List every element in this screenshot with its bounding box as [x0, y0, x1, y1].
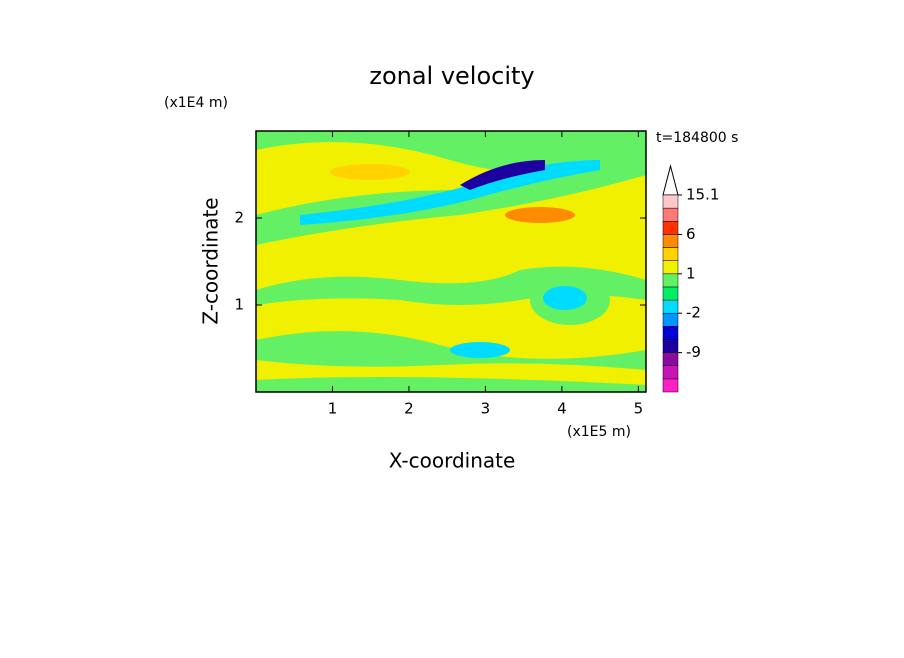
colorbar-band [662, 273, 679, 288]
contour-region [256, 131, 646, 173]
contour-region [256, 376, 646, 392]
plot-frame [255, 130, 647, 393]
colorbar-tick-label: -2 [686, 304, 701, 322]
colorbar-band [662, 260, 679, 275]
colorbar-tick-label: 1 [686, 264, 696, 282]
colorbar-band [662, 378, 679, 393]
y-tick-label: 2 [234, 209, 244, 227]
colorbar-tick-label: 6 [686, 225, 696, 243]
colorbar-band [662, 365, 679, 380]
colorbar-band [662, 286, 679, 301]
x-unit: (x1E5 m) [567, 424, 631, 440]
colorbar-band [662, 221, 679, 235]
colorbar-tick-label: 15.1 [686, 186, 719, 204]
y-tick-label: 1 [234, 296, 244, 314]
y-unit: (x1E4 m) [164, 95, 228, 111]
colorbar-band [662, 339, 679, 353]
x-tick-label: 3 [481, 400, 491, 418]
annotation: t=184800 s [656, 130, 738, 146]
colorbar-band [662, 194, 679, 209]
x-tick-label: 4 [557, 400, 567, 418]
colorbar-band [662, 299, 679, 314]
colorbar-band [662, 207, 679, 222]
contour-region [450, 342, 510, 358]
x-axis-label: X-coordinate [389, 449, 516, 473]
x-tick-label: 2 [404, 400, 414, 418]
colorbar-band [662, 312, 679, 327]
colorbar-band [662, 247, 679, 261]
contour-region [543, 286, 587, 310]
chart-title: zonal velocity [369, 62, 534, 90]
x-tick-label: 5 [634, 400, 644, 418]
colorbar-tick-label: -9 [686, 343, 701, 361]
contour-region [300, 160, 600, 225]
colorbar-band [662, 352, 679, 366]
colorbar-band [662, 234, 679, 248]
colorbar-band [662, 326, 679, 340]
colorbar-extend [662, 164, 679, 196]
y-axis-label: Z-coordinate [199, 197, 223, 324]
x-tick-label: 1 [328, 400, 338, 418]
contour-region [505, 207, 575, 223]
contour-field [256, 131, 646, 392]
contour-region [330, 164, 410, 180]
contour-region [460, 160, 545, 190]
